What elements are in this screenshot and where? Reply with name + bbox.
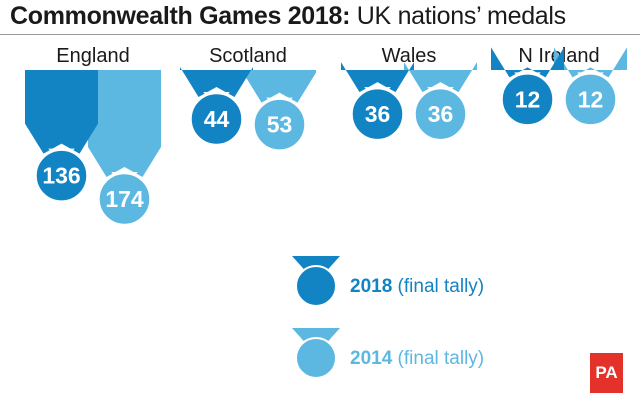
value-label-2018: 136 — [42, 163, 80, 189]
legend-label: 2014 (final tally) — [350, 348, 484, 369]
pa-logo-text: PA — [595, 363, 618, 382]
legend-year: 2018 — [350, 276, 392, 297]
medal-circle-2014 — [413, 86, 468, 142]
category-label: Wales — [382, 45, 437, 67]
value-label-2018: 36 — [365, 101, 391, 127]
value-label-2014: 53 — [267, 112, 293, 138]
title-rule — [0, 34, 640, 35]
medal-circle-2014 — [97, 171, 152, 227]
legend-year: 2014 — [350, 348, 393, 369]
legend-medal-icon — [295, 337, 337, 379]
bar-ribbon-2014 — [404, 62, 477, 93]
value-label-2014: 36 — [428, 101, 454, 127]
bar-ribbon-2018 — [180, 67, 253, 98]
legend-note: (final tally) — [392, 276, 484, 297]
group-england: England 174 136 — [25, 45, 161, 227]
pa-logo: PA — [590, 353, 623, 393]
legend-note: (final tally) — [392, 348, 484, 369]
legend-item-2018: 2018 (final tally) — [292, 256, 484, 307]
chart-title: Commonwealth Games 2018: UK nations’ med… — [10, 2, 566, 31]
medal-circle-2014 — [563, 72, 618, 127]
legend-medal-icon — [295, 265, 337, 307]
medal-circle-2018 — [34, 148, 89, 203]
title-rest: UK nations’ medals — [356, 2, 566, 30]
category-label: England — [56, 45, 129, 67]
legend-item-2014: 2014 (final tally) — [292, 328, 484, 379]
bar-ribbon-2018 — [25, 70, 98, 154]
legend-label: 2018 (final tally) — [350, 276, 484, 297]
value-label-2014: 174 — [105, 186, 144, 212]
medal-circle-2014 — [252, 97, 307, 152]
title-bold: Commonwealth Games 2018: — [10, 2, 351, 30]
group-wales: Wales 36 36 — [341, 45, 477, 142]
medal-circle-2018 — [189, 91, 244, 147]
bar-ribbon-2018 — [341, 62, 414, 93]
medal-circle-2018 — [500, 72, 555, 127]
bar-ribbon-2014 — [88, 70, 161, 177]
bar-ribbon-2014 — [243, 70, 316, 103]
value-label-2014: 12 — [578, 86, 604, 112]
group-scotland: Scotland 53 44 — [180, 45, 316, 152]
value-label-2018: 44 — [204, 106, 230, 132]
category-label: Scotland — [209, 45, 287, 67]
medal-circle-2018 — [350, 86, 405, 142]
value-label-2018: 12 — [515, 86, 541, 112]
